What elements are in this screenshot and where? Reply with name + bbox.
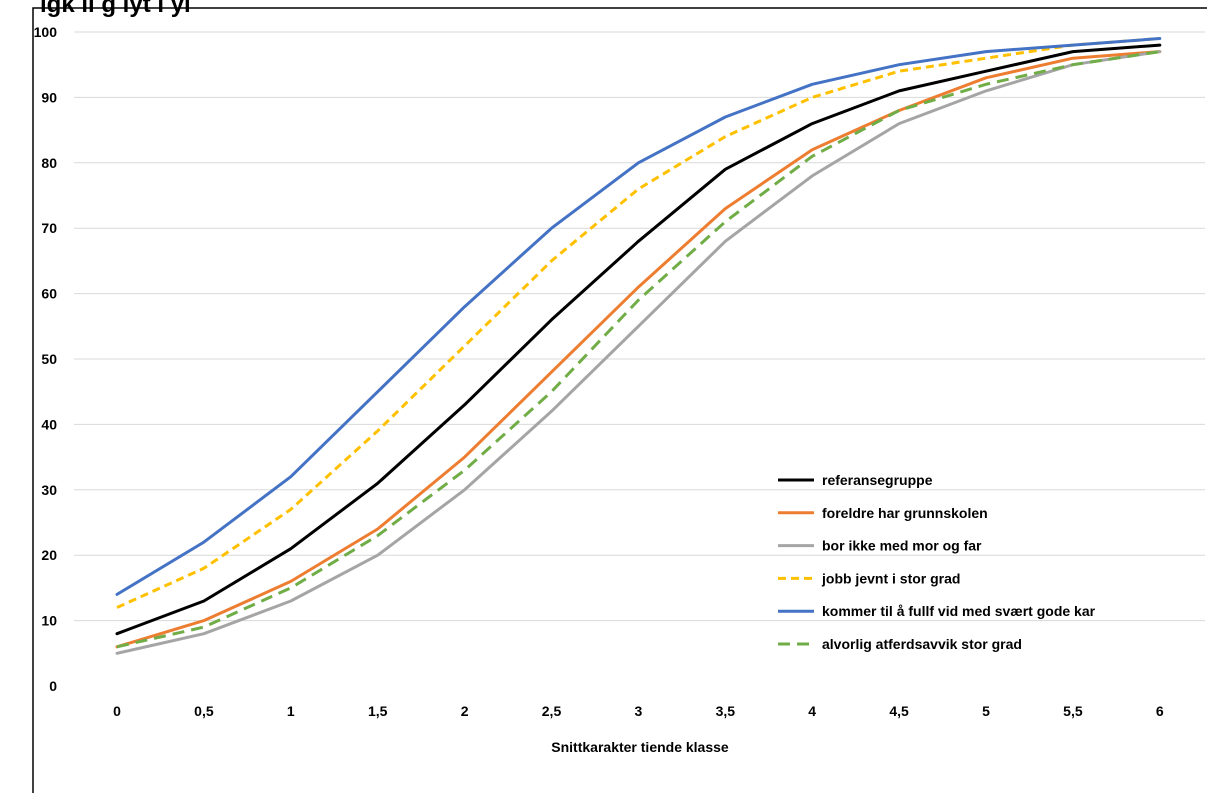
legend: referansegruppe foreldre har grunnskolen b… (778, 472, 1096, 652)
series-line-5 (115, 37, 1162, 596)
x-tick-label: 5 (982, 703, 990, 719)
y-tick-label: 60 (41, 286, 57, 302)
x-tick-label: 2,5 (542, 703, 562, 719)
x-tick-label: 3,5 (716, 703, 736, 719)
y-axis-tick-labels: 0 10 20 30 40 50 60 70 80 90 100 (34, 24, 58, 694)
y-tick-label: 10 (41, 613, 57, 629)
chart-title: igk ll g lyt l yl (40, 0, 191, 18)
x-tick-label: 3 (635, 703, 643, 719)
series-line-6 (116, 50, 1161, 649)
y-tick-label: 90 (41, 89, 57, 105)
series-line-3 (115, 50, 1162, 655)
series-lines (115, 37, 1162, 655)
legend-label: alvorlig atferdsavvik stor grad (822, 636, 1022, 652)
x-axis-title: Snittkarakter tiende klasse (551, 739, 729, 755)
x-tick-label: 5,5 (1063, 703, 1083, 719)
y-tick-label: 30 (41, 482, 57, 498)
chart-border (32, 7, 1207, 793)
y-tick-label: 40 (41, 416, 57, 432)
legend-label: bor ikke med mor og far (822, 538, 982, 554)
x-tick-label: 1 (287, 703, 295, 719)
x-tick-label: 0 (113, 703, 121, 719)
x-tick-label: 4,5 (889, 703, 909, 719)
x-tick-label: 4 (808, 703, 816, 719)
x-tick-label: 0,5 (194, 703, 214, 719)
legend-label: referansegruppe (822, 472, 933, 488)
series-line-2 (115, 50, 1162, 649)
y-tick-label: 50 (41, 351, 57, 367)
series-line-1 (115, 43, 1162, 636)
legend-label: foreldre har grunnskolen (822, 505, 988, 521)
y-tick-label: 100 (34, 24, 58, 40)
y-tick-label: 0 (49, 678, 57, 694)
y-tick-label: 70 (41, 220, 57, 236)
x-tick-label: 6 (1156, 703, 1164, 719)
x-tick-label: 1,5 (368, 703, 388, 719)
x-tick-label: 2 (461, 703, 469, 719)
gridlines (74, 31, 1205, 622)
y-tick-label: 80 (41, 155, 57, 171)
y-tick-label: 20 (41, 547, 57, 563)
series-line-4 (116, 37, 1160, 609)
legend-label: kommer til å fullf vid med svært gode ka… (822, 603, 1096, 619)
legend-label: jobb jevnt i stor grad (821, 570, 960, 586)
x-axis-tick-labels: 0 0,5 1 1,5 2 2,5 3 3,5 4 4,5 5 5,5 6 (113, 703, 1164, 719)
